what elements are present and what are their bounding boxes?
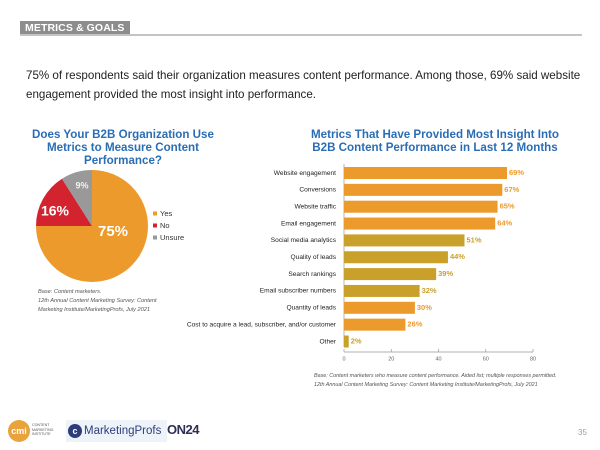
cmi-logo: cmi xyxy=(8,420,30,442)
pie-slice-label: 75% xyxy=(98,223,128,240)
bar-value-label: 2% xyxy=(351,336,362,345)
page-number: 35 xyxy=(578,428,587,437)
x-tick-label: 80 xyxy=(530,356,536,362)
x-tick-label: 0 xyxy=(342,356,345,362)
bar-category-label: Other xyxy=(320,338,337,345)
pie-slice-label: 16% xyxy=(41,203,70,219)
x-tick-label: 60 xyxy=(483,356,489,362)
bar-category-label: Social media analytics xyxy=(271,237,337,244)
bar-value-label: 65% xyxy=(500,202,515,211)
bar-category-label: Website engagement xyxy=(274,170,336,177)
bar-value-label: 51% xyxy=(466,235,481,244)
bar xyxy=(344,319,405,331)
x-tick-label: 20 xyxy=(388,356,394,362)
legend-label: No xyxy=(160,221,170,230)
legend-swatch-no xyxy=(153,224,157,228)
pie-base-note-line: Base: Content marketers. xyxy=(38,288,198,297)
marketingprofs-text: MarketingProfs xyxy=(84,425,161,437)
pie-slice-label: 9% xyxy=(75,180,88,190)
bar-value-label: 64% xyxy=(497,219,512,228)
bar-value-label: 44% xyxy=(450,252,465,261)
on24-logo: ON24 xyxy=(167,422,199,437)
bar-value-label: 39% xyxy=(438,269,453,278)
bar-value-label: 26% xyxy=(407,320,422,329)
bar xyxy=(344,201,498,213)
bar-base-note-line: 12th Annual Content Marketing Survey: Co… xyxy=(314,381,574,390)
cmi-logo-text: CONTENT MARKETING INSTITUTE xyxy=(32,423,56,437)
bar xyxy=(344,251,448,263)
bar xyxy=(344,167,507,179)
pie-base-note-line: Marketing Institute/MarketingProfs, July… xyxy=(38,306,198,315)
bar xyxy=(344,302,415,314)
marketingprofs-logo: c MarketingProfs xyxy=(66,420,167,442)
bar-category-label: Email engagement xyxy=(281,220,336,227)
bar xyxy=(344,285,420,297)
bar xyxy=(344,234,464,246)
legend-swatch-yes xyxy=(153,212,157,216)
bar-value-label: 67% xyxy=(504,185,519,194)
bar-category-label: Cost to acquire a lead, subscriber, and/… xyxy=(187,321,337,328)
bar-category-label: Email subscriber numbers xyxy=(260,288,337,295)
legend-swatch-unsure xyxy=(153,236,157,240)
marketingprofs-icon: c xyxy=(68,424,82,438)
bar xyxy=(344,184,502,196)
bar-base-note: Base: Content marketers who measure cont… xyxy=(314,372,574,390)
bar xyxy=(344,268,436,280)
bar-category-label: Quality of leads xyxy=(291,254,337,261)
bar xyxy=(344,218,495,230)
bar-value-label: 32% xyxy=(422,286,437,295)
pie-base-note: Base: Content marketers. 12th Annual Con… xyxy=(38,288,198,315)
legend-label: Yes xyxy=(160,209,172,218)
legend-label: Unsure xyxy=(160,233,184,242)
bar-base-note-line: Base: Content marketers who measure cont… xyxy=(314,372,574,381)
bar xyxy=(344,336,349,348)
bar-category-label: Conversions xyxy=(299,187,336,194)
bar-value-label: 30% xyxy=(417,303,432,312)
pie-base-note-line: 12th Annual Content Marketing Survey: Co… xyxy=(38,297,198,306)
bar-category-label: Quantity of leads xyxy=(287,305,337,312)
bar-category-label: Search rankings xyxy=(288,271,336,278)
bar-category-label: Website traffic xyxy=(294,203,336,210)
x-tick-label: 40 xyxy=(435,356,441,362)
bar-value-label: 69% xyxy=(509,168,524,177)
